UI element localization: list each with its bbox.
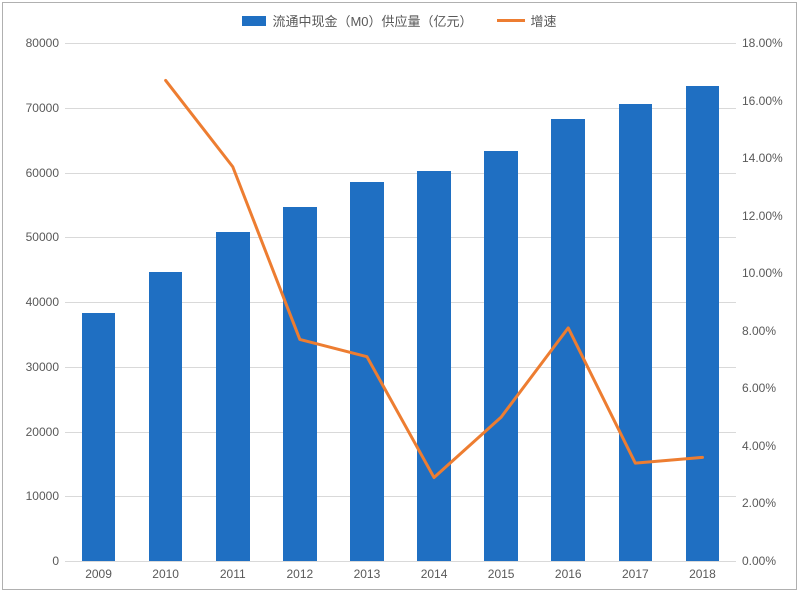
x-tick-label: 2015 bbox=[488, 567, 515, 581]
legend-line-label: 增速 bbox=[531, 11, 557, 30]
legend-item-bar: 流通中现金（M0）供应量（亿元） bbox=[242, 11, 472, 30]
x-tick-label: 2018 bbox=[689, 567, 716, 581]
y-left-tick-label: 30000 bbox=[5, 360, 59, 374]
y-left-tick-label: 0 bbox=[5, 554, 59, 568]
y-right-tick-label: 0.00% bbox=[742, 554, 776, 568]
line-series bbox=[65, 43, 736, 561]
x-tick-label: 2011 bbox=[220, 567, 246, 581]
plot-area: 0100002000030000400005000060000700008000… bbox=[65, 43, 736, 561]
legend: 流通中现金（M0）供应量（亿元） 增速 bbox=[3, 11, 796, 30]
y-left-tick-label: 20000 bbox=[5, 425, 59, 439]
x-tick-label: 2013 bbox=[354, 567, 381, 581]
x-tick-label: 2014 bbox=[421, 567, 448, 581]
y-right-tick-label: 4.00% bbox=[742, 439, 776, 453]
y-left-tick-label: 10000 bbox=[5, 489, 59, 503]
y-left-tick-label: 60000 bbox=[5, 166, 59, 180]
y-right-tick-label: 12.00% bbox=[742, 209, 783, 223]
y-right-tick-label: 8.00% bbox=[742, 324, 776, 338]
x-tick-label: 2009 bbox=[85, 567, 112, 581]
legend-bar-label: 流通中现金（M0）供应量（亿元） bbox=[272, 11, 472, 30]
gridline bbox=[65, 561, 736, 562]
legend-line-swatch bbox=[497, 19, 525, 22]
x-tick-label: 2010 bbox=[152, 567, 179, 581]
y-left-tick-label: 70000 bbox=[5, 101, 59, 115]
x-tick-label: 2012 bbox=[286, 567, 313, 581]
x-tick-label: 2016 bbox=[555, 567, 582, 581]
y-right-tick-label: 2.00% bbox=[742, 496, 776, 510]
y-right-tick-label: 18.00% bbox=[742, 36, 783, 50]
y-left-tick-label: 50000 bbox=[5, 230, 59, 244]
y-right-tick-label: 14.00% bbox=[742, 151, 783, 165]
y-left-tick-label: 80000 bbox=[5, 36, 59, 50]
legend-bar-swatch bbox=[242, 16, 266, 26]
legend-item-line: 增速 bbox=[497, 11, 557, 30]
y-left-tick-label: 40000 bbox=[5, 295, 59, 309]
y-right-tick-label: 6.00% bbox=[742, 381, 776, 395]
chart-frame: 流通中现金（M0）供应量（亿元） 增速 01000020000300004000… bbox=[2, 2, 797, 590]
y-right-tick-label: 10.00% bbox=[742, 266, 783, 280]
x-tick-label: 2017 bbox=[622, 567, 649, 581]
y-right-tick-label: 16.00% bbox=[742, 94, 783, 108]
